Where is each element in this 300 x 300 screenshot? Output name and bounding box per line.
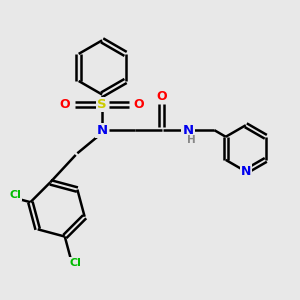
Text: N: N [241, 165, 251, 178]
Text: Cl: Cl [69, 258, 81, 268]
Text: N: N [97, 124, 108, 137]
Text: S: S [97, 98, 107, 111]
Text: H: H [187, 135, 196, 145]
Text: O: O [60, 98, 70, 111]
Text: O: O [134, 98, 144, 111]
Text: Cl: Cl [10, 190, 22, 200]
Text: O: O [156, 90, 167, 103]
Text: N: N [182, 124, 194, 137]
